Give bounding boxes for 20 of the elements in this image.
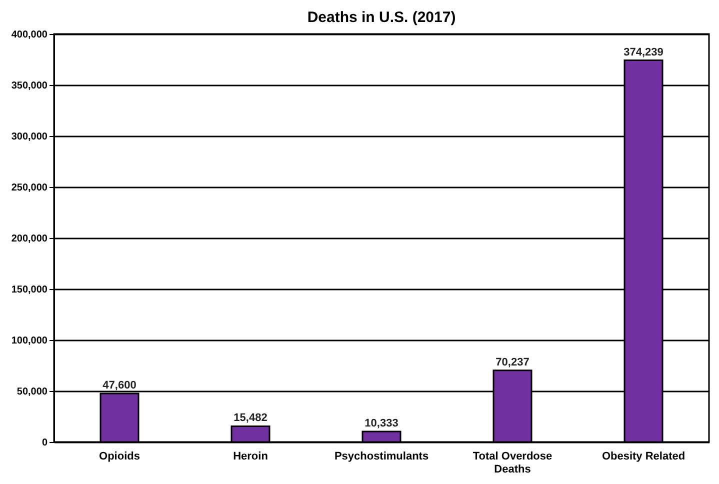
y-tick-label: 300,000 bbox=[11, 132, 48, 142]
data-label: 70,237 bbox=[496, 356, 530, 368]
data-label: 374,239 bbox=[624, 46, 664, 58]
x-tick-label: Opioids bbox=[99, 450, 140, 462]
y-tick-label: 0 bbox=[42, 438, 48, 448]
y-tick-label: 100,000 bbox=[11, 336, 48, 346]
chart-title: Deaths in U.S. (2017) bbox=[307, 9, 456, 26]
data-label: 47,600 bbox=[102, 379, 136, 392]
x-tick-label: Obesity Related bbox=[602, 450, 686, 462]
x-tick-label: Total Overdose Deaths bbox=[472, 450, 552, 476]
y-tick-label: 50,000 bbox=[16, 386, 48, 398]
y-tick-label: 400,000 bbox=[11, 30, 48, 40]
data-label: 15,482 bbox=[234, 412, 268, 424]
y-tick-label: 350,000 bbox=[11, 80, 48, 92]
y-tick-label: 250,000 bbox=[11, 182, 48, 194]
data-label: 10,333 bbox=[364, 417, 398, 430]
y-tick-label: 200,000 bbox=[11, 234, 48, 244]
x-tick-label: Psychostimulants bbox=[334, 450, 429, 462]
x-tick-label: Heroin bbox=[233, 450, 268, 462]
y-tick-label: 150,000 bbox=[11, 284, 48, 296]
